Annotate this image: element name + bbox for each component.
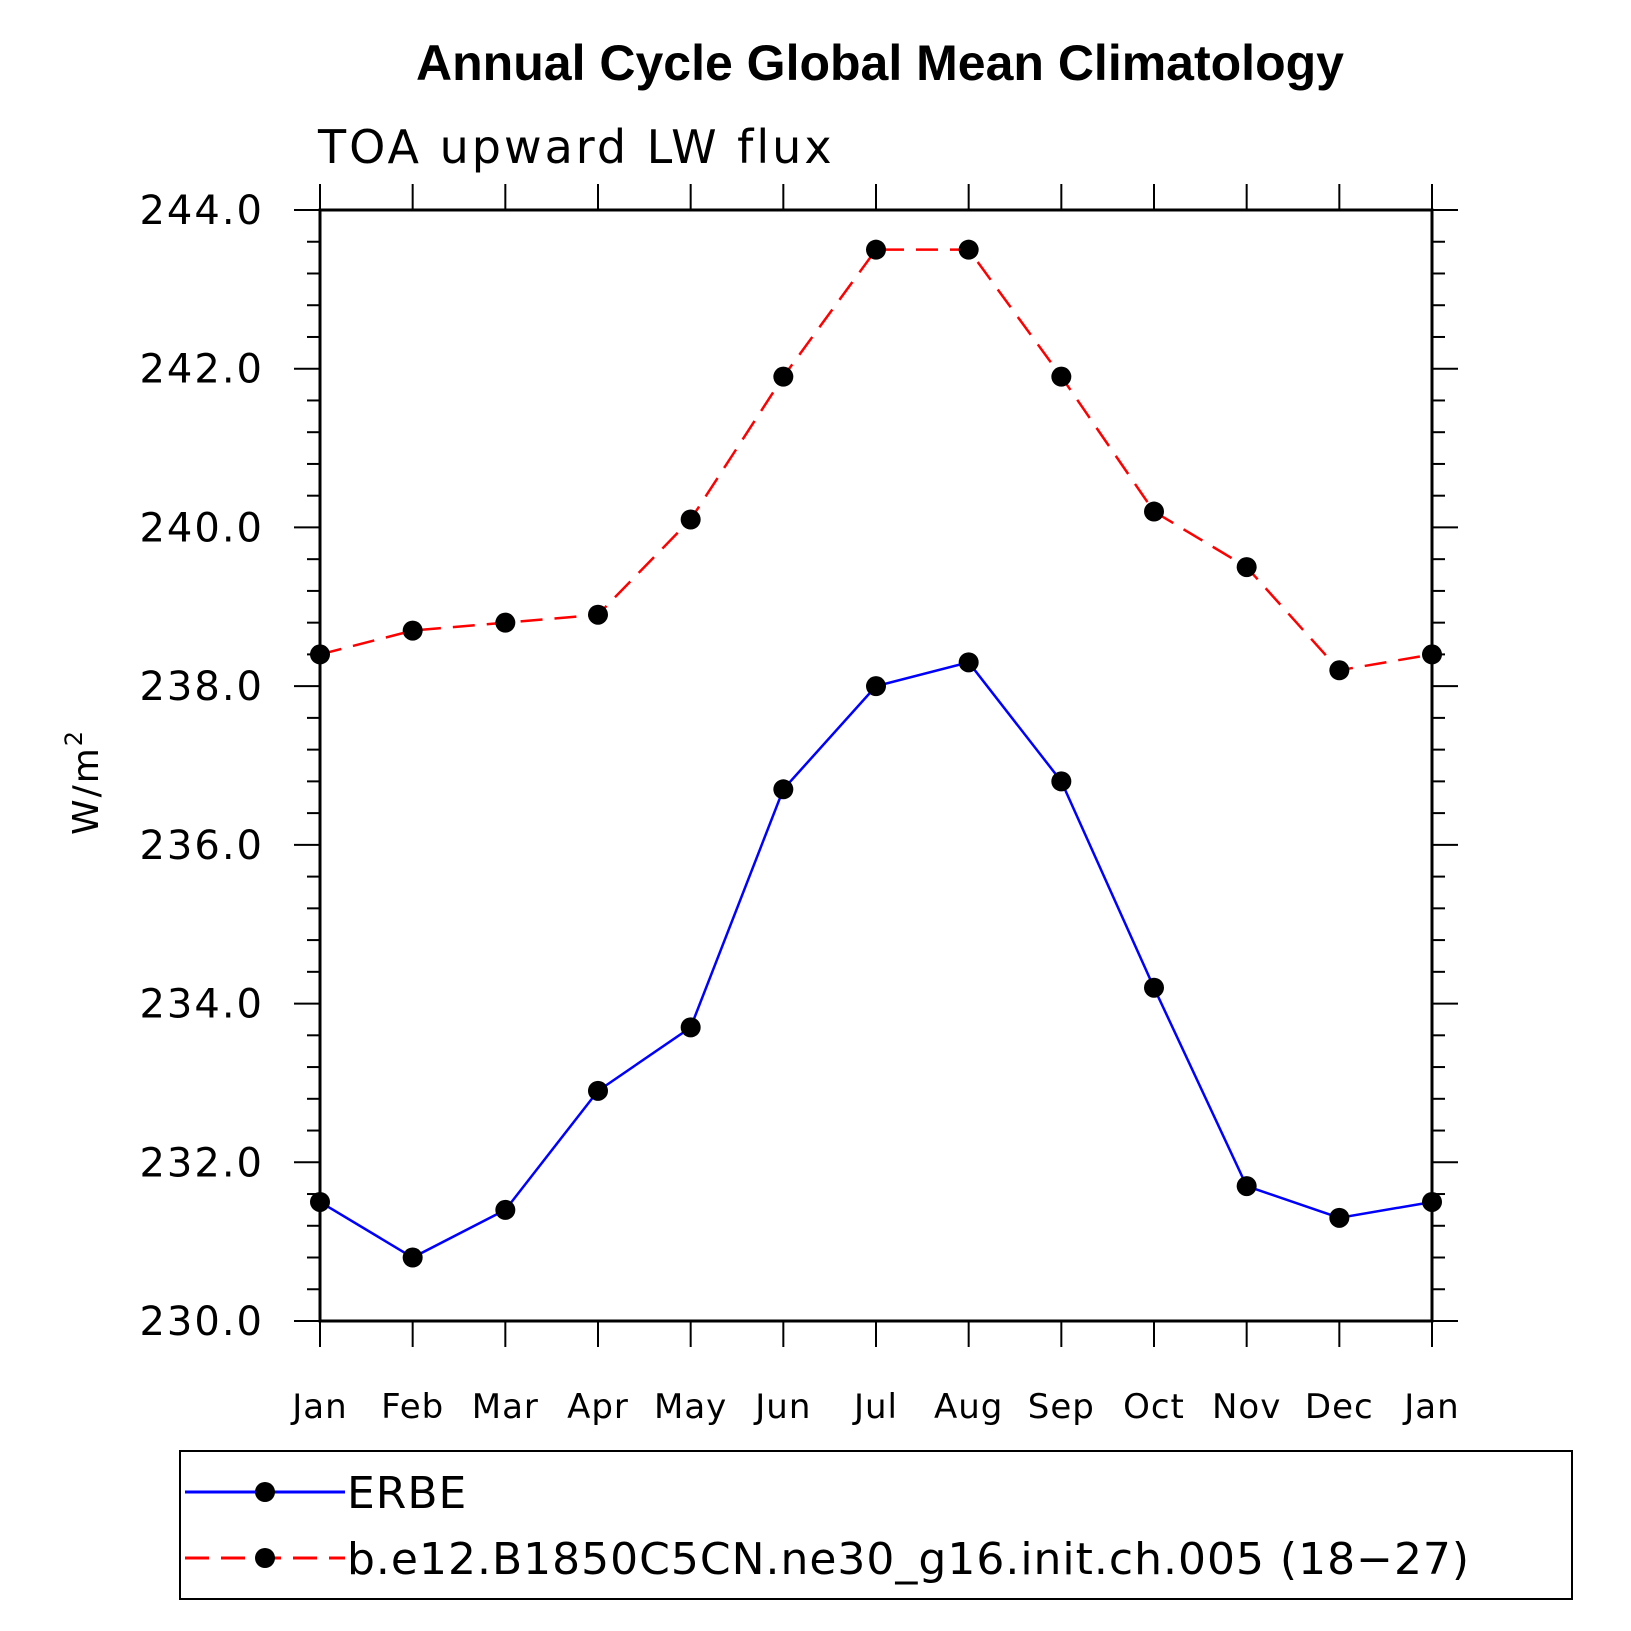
- y-axis-label: W/m2: [60, 729, 107, 835]
- plot-frame: [318, 208, 1434, 1323]
- data-point-model: [310, 644, 330, 665]
- data-point-erbe: [402, 1247, 423, 1268]
- svg-text:W/m2: W/m2: [60, 729, 107, 835]
- data-point-erbe: [773, 779, 794, 800]
- y-tick-label: 234.0: [139, 982, 264, 1028]
- legend-marker-erbe: [255, 1482, 275, 1502]
- x-tick-label: Jan: [290, 1387, 347, 1427]
- data-point-model: [680, 509, 701, 530]
- data-point-erbe: [1236, 1176, 1257, 1197]
- y-tick-label: 232.0: [139, 1140, 264, 1186]
- legend-label-model: b.e12.B1850C5CN.ne30_g16.init.ch.005 (18…: [347, 1534, 1470, 1585]
- data-point-model: [1329, 660, 1350, 681]
- data-point-model: [1051, 366, 1072, 387]
- x-tick-label: Oct: [1123, 1387, 1185, 1427]
- data-point-model: [588, 604, 608, 625]
- x-tick-label: Jun: [753, 1387, 811, 1427]
- data-point-model: [1144, 501, 1164, 522]
- y-tick-label: 242.0: [139, 347, 264, 393]
- series-line-erbe: [319, 660, 1433, 1259]
- y-tick-label: 244.0: [139, 188, 264, 234]
- data-point-erbe: [958, 652, 979, 673]
- data-point-erbe: [588, 1080, 608, 1101]
- x-tick-label: May: [654, 1387, 727, 1427]
- y-tick-label: 240.0: [139, 505, 264, 551]
- data-point-erbe: [310, 1191, 330, 1212]
- data-point-erbe: [866, 676, 886, 697]
- data-point-model: [1422, 644, 1442, 665]
- data-point-erbe: [1144, 977, 1164, 998]
- x-tick-labels: Jan Feb Mar Apr May Jun Jul Aug Sep Oct Nov Dec Jan: [290, 1387, 1459, 1427]
- axis-ticks: [294, 184, 1458, 1347]
- x-tick-label: Feb: [381, 1387, 444, 1427]
- legend-marker-model: [255, 1548, 275, 1568]
- data-point-erbe: [680, 1017, 701, 1038]
- legend-label-erbe: ERBE: [347, 1468, 467, 1519]
- y-tick-labels: 230.0 232.0 234.0 236.0 238.0 240.0 242.0 244.0: [139, 188, 264, 1345]
- series-line-model: [319, 248, 1433, 672]
- data-point-model: [958, 239, 979, 260]
- data-point-erbe: [1422, 1191, 1442, 1212]
- y-axis-label-text: W/m: [66, 746, 107, 835]
- chart-subtitle: TOA upward LW flux: [317, 120, 835, 174]
- data-point-model: [1236, 557, 1257, 578]
- series-layer: [310, 239, 1442, 1268]
- data-point-model: [866, 239, 886, 260]
- data-point-model: [495, 612, 516, 633]
- x-tick-label: Sep: [1028, 1387, 1095, 1427]
- chart-title: Annual Cycle Global Mean Climatology: [416, 35, 1344, 91]
- legend-box: [179, 1450, 1573, 1600]
- x-tick-label: Nov: [1212, 1387, 1281, 1427]
- y-tick-label: 236.0: [139, 823, 264, 869]
- y-axis-label-superscript: 2: [60, 729, 88, 746]
- data-point-erbe: [1329, 1207, 1350, 1228]
- data-point-model: [402, 620, 423, 641]
- x-tick-label: Mar: [472, 1387, 539, 1427]
- x-tick-label: Aug: [934, 1387, 1003, 1427]
- x-tick-label: Dec: [1305, 1387, 1374, 1427]
- x-tick-label: Jan: [1402, 1387, 1459, 1427]
- x-tick-label: Apr: [567, 1387, 629, 1427]
- x-tick-label: Jul: [852, 1387, 898, 1427]
- y-tick-label: 238.0: [139, 664, 264, 710]
- data-point-model: [773, 366, 794, 387]
- data-point-erbe: [1051, 771, 1072, 792]
- legend: ERBE b.e12.B1850C5CN.ne30_g16.init.ch.00…: [179, 1450, 1573, 1600]
- y-tick-label: 230.0: [139, 1299, 264, 1345]
- data-point-erbe: [495, 1199, 516, 1220]
